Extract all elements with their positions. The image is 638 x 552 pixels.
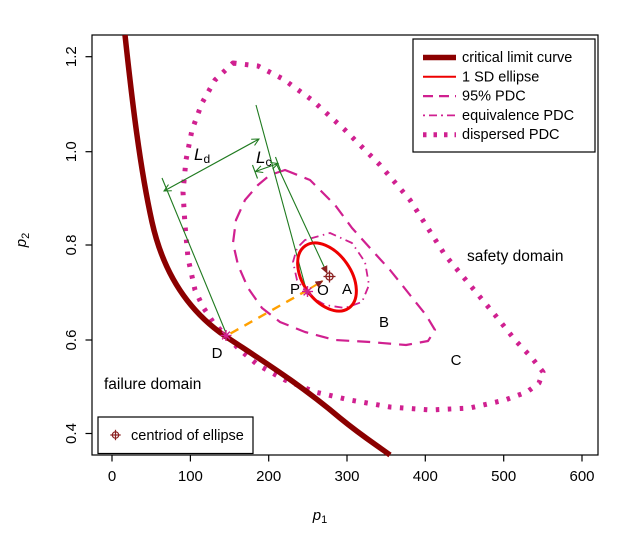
construction-lines — [161, 104, 328, 334]
y-tick-label: 1.2 — [63, 46, 80, 67]
safety-domain-label: safety domain — [467, 248, 564, 265]
label-Lc: Lc — [256, 148, 271, 169]
projection-arrow — [309, 280, 324, 290]
y-tick-label: 0.4 — [63, 423, 80, 444]
centroid-icon — [323, 270, 336, 283]
legend-item: dispersed PDC — [423, 127, 560, 143]
Lc-end-tick — [274, 156, 282, 171]
y-axis-title: p2 — [13, 233, 32, 248]
x-axis-tick-labels: 0 100 200 300 400 500 600 — [108, 468, 595, 485]
x-tick-label: 600 — [569, 468, 594, 485]
centroid-legend-box: centriod of ellipse — [97, 416, 254, 455]
centroid-legend-label: centriod of ellipse — [131, 428, 244, 444]
circle-plus-icon — [110, 429, 121, 441]
x-axis-ticks — [111, 455, 583, 462]
label-P: P — [290, 281, 300, 298]
legend-label: 1 SD ellipse — [462, 69, 539, 85]
Lc-distance-arrow — [254, 162, 280, 173]
x-tick-label: 0 — [108, 468, 116, 485]
point-D-asterisk — [220, 330, 232, 341]
y-axis-tick-labels: 0.4 0.6 0.8 1.0 1.2 — [63, 46, 80, 444]
critical-limit-curve — [122, 34, 392, 458]
label-D: D — [212, 345, 223, 362]
y-tick-label: 0.6 — [63, 330, 80, 351]
label-A: A — [342, 281, 352, 298]
label-O: O — [317, 282, 329, 299]
legend-label: equivalence PDC — [462, 108, 574, 124]
Lc-end-tick — [251, 164, 259, 179]
legend-item: equivalence PDC — [423, 108, 574, 124]
point-P-asterisk — [302, 286, 313, 297]
legend-label: dispersed PDC — [462, 127, 560, 143]
x-tick-label: 100 — [178, 468, 203, 485]
y-tick-label: 1.0 — [63, 141, 80, 162]
projection-dashed-line — [229, 285, 314, 335]
failure-domain-label: failure domain — [104, 376, 201, 393]
equivalence-pdc-curve — [292, 232, 370, 309]
legend-item: 1 SD ellipse — [423, 69, 539, 85]
x-tick-label: 400 — [413, 468, 438, 485]
legend-label: 95% PDC — [462, 89, 526, 105]
y-tick-label: 0.8 — [63, 235, 80, 256]
pdc95-curve — [231, 168, 437, 347]
label-C: C — [451, 352, 462, 369]
label-Ld: Ld — [194, 145, 210, 166]
y-axis-ticks — [85, 56, 92, 435]
x-tick-label: 300 — [334, 468, 359, 485]
projection-line-O — [275, 162, 328, 274]
legend-label: critical limit curve — [462, 50, 572, 66]
legend-box: critical limit curve 1 SD ellipse 95% PD… — [412, 38, 596, 153]
label-B: B — [379, 314, 389, 331]
x-tick-label: 200 — [256, 468, 281, 485]
legend-item: critical limit curve — [423, 50, 572, 66]
x-axis-title: p1 — [312, 507, 327, 526]
x-tick-label: 500 — [491, 468, 516, 485]
tangent-line-at-D — [161, 177, 227, 334]
Ld-distance-arrow — [163, 138, 260, 192]
legend-item: 95% PDC — [423, 89, 526, 105]
